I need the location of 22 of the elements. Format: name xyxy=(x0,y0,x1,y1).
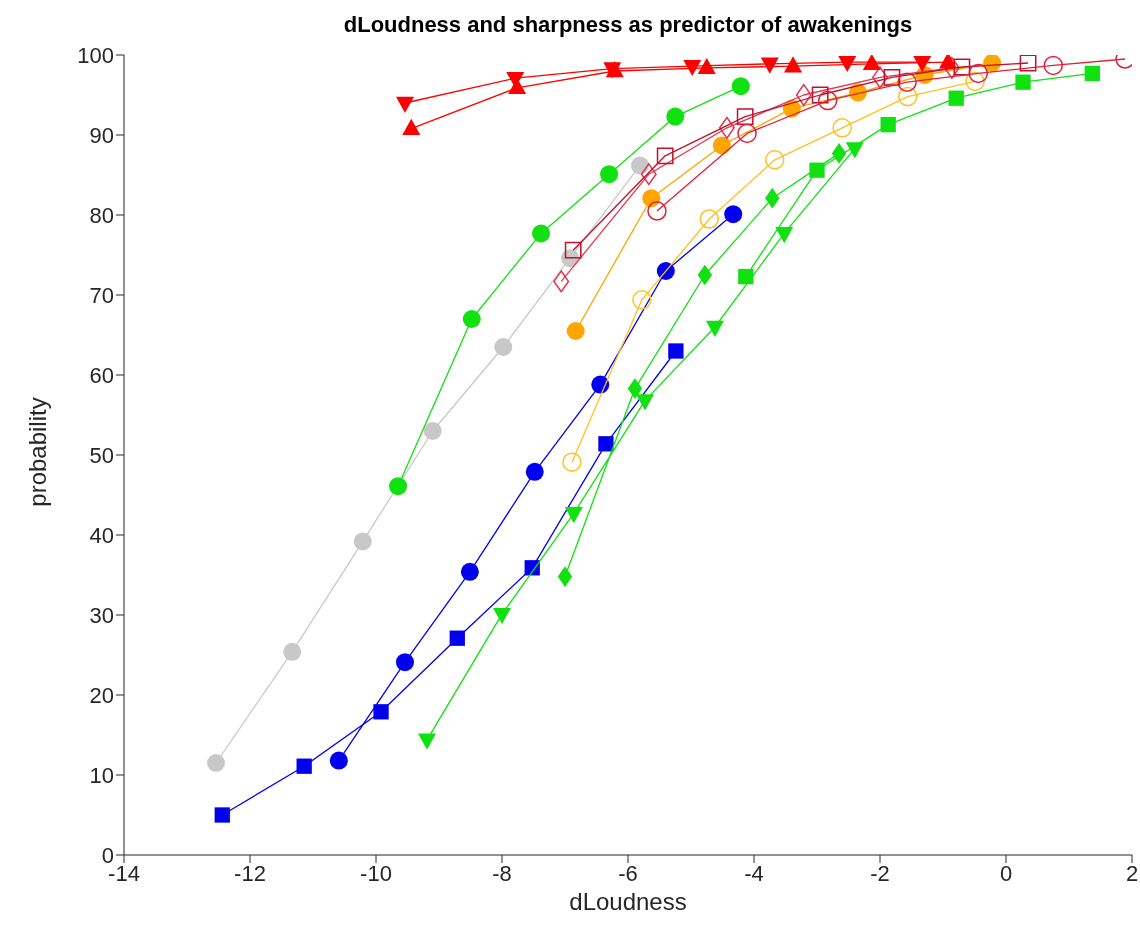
x-tick-label: -12 xyxy=(234,860,266,886)
y-tick-label: 20 xyxy=(89,682,114,708)
y-tick-label: 100 xyxy=(77,42,114,68)
x-axis-title: dLoudness xyxy=(568,888,688,916)
x-tick-label: -8 xyxy=(492,860,512,886)
y-tick-label: 60 xyxy=(89,362,114,388)
x-tick-label: -10 xyxy=(360,860,392,886)
y-tick-label: 30 xyxy=(89,602,114,628)
y-tick-label: 90 xyxy=(89,122,114,148)
x-tick-label: 2 xyxy=(1125,860,1139,886)
y-tick-label: 0 xyxy=(101,842,114,868)
y-tick-label: 70 xyxy=(89,282,114,308)
x-tick-label: -4 xyxy=(744,860,764,886)
y-tick-label: 10 xyxy=(89,762,114,788)
y-tick-label: 50 xyxy=(89,442,114,468)
chart-title: dLoudness and sharpness as predictor of awakenings xyxy=(342,12,914,38)
y-axis-title: probability xyxy=(24,397,52,507)
y-tick-label: 80 xyxy=(89,202,114,228)
x-tick-label: -2 xyxy=(870,860,890,886)
x-tick-label: -6 xyxy=(618,860,638,886)
x-tick-label: 0 xyxy=(999,860,1013,886)
y-tick-label: 40 xyxy=(89,522,114,548)
